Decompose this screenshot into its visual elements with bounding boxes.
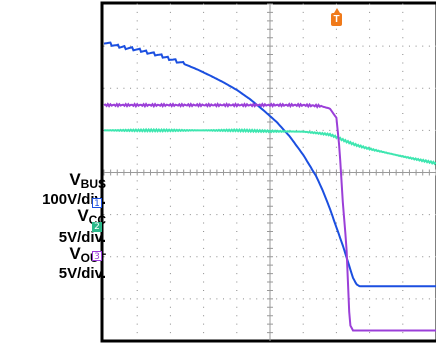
vbus-scale-label: 100V/div. [42, 191, 106, 208]
trace-vbus [103, 41, 436, 288]
channel-3-marker: 3 [92, 251, 102, 262]
vbus-label: VBUS [69, 170, 106, 191]
trace-vcc [103, 127, 436, 166]
vout-scale-label: 5V/div. [58, 265, 106, 282]
center-axis-ticks [103, 3, 436, 334]
channel-2-marker: 2 [92, 222, 102, 232]
vcc-scale-label: 5V/div. [58, 229, 106, 246]
trace-vout [103, 102, 436, 332]
channel-1-marker: 1 [92, 198, 102, 209]
trigger-marker-icon: T [331, 8, 342, 26]
